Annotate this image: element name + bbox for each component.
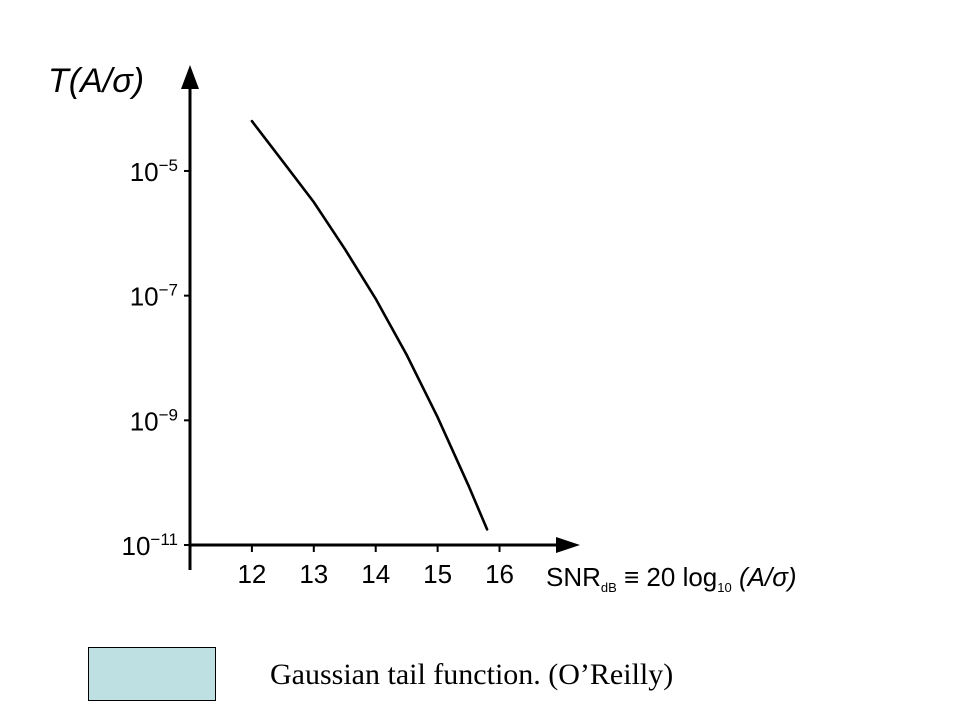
x-axis-label-formula: ≡ 20 log (617, 562, 717, 592)
figure-caption: Gaussian tail function. (O’Reilly) (270, 658, 674, 691)
y-tick-label: 10−11 (122, 530, 179, 561)
x-axis-label-log-subscript: 10 (717, 580, 731, 595)
chart: 10−5 10−7 10−9 10−11 12 13 14 15 16 T(A/σ) SNRd… (48, 62, 797, 595)
x-ticks: 12 13 14 15 16 (237, 545, 514, 589)
x-axis-label-subscript: dB (601, 580, 617, 595)
caption-color-box (88, 647, 216, 701)
y-tick-label: 10−5 (130, 156, 178, 187)
series-line (250, 119, 489, 531)
axes (181, 65, 580, 570)
y-tick-label: 10−7 (130, 281, 178, 312)
x-tick-label: 12 (237, 559, 266, 589)
x-axis-label: SNRdB ≡ 20 log10 (A/σ) (546, 562, 797, 595)
x-axis-label-main: SNR (546, 562, 601, 592)
y-tick-label: 10−9 (130, 405, 178, 436)
x-tick-label: 16 (485, 559, 514, 589)
x-axis-arrowhead (556, 537, 580, 553)
y-axis-arrowhead (181, 65, 199, 89)
x-tick-label: 13 (299, 559, 328, 589)
x-tick-label: 14 (361, 559, 390, 589)
x-axis-label-tail: (A/σ) (732, 562, 797, 592)
x-tick-label: 15 (423, 559, 452, 589)
y-ticks: 10−5 10−7 10−9 10−11 (122, 156, 190, 561)
y-axis-label: T(A/σ) (48, 62, 144, 100)
